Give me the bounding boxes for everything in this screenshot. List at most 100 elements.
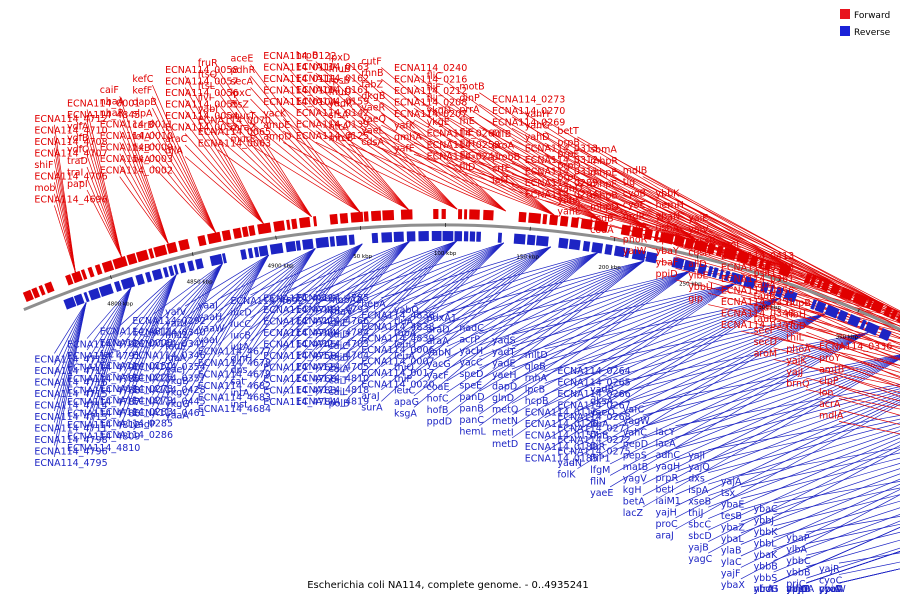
reverse-gene-segment	[83, 291, 90, 303]
gene-label: ECNA114_0268	[557, 412, 630, 423]
feature-connector-line	[773, 494, 900, 527]
forward-gene-segment	[80, 269, 88, 280]
gene-label: ybcH	[754, 584, 778, 595]
feature-connector-line	[446, 260, 645, 313]
reverse-gene-segment	[253, 246, 260, 258]
gene-label: caiD	[329, 329, 350, 340]
kbp-tick-label: 100 kbp	[434, 251, 457, 257]
reverse-gene-segment	[431, 230, 442, 242]
feature-connector-line	[479, 270, 691, 369]
gene-label: ECNA114_0375	[721, 263, 794, 274]
gene-label: ECNA114_4705	[296, 362, 369, 373]
gene-label: ECNA114_0052	[165, 123, 238, 134]
gene-label: fabZ	[361, 80, 383, 91]
kbp-tick-label: 200 kbp	[598, 265, 621, 271]
gene-label: yagC	[688, 554, 712, 565]
feature-connector-line	[773, 313, 900, 359]
gene-label: yajC	[786, 584, 807, 595]
gene-label: ECNA114_0003	[100, 154, 173, 165]
gene-label: prpD	[557, 160, 580, 171]
gene-label: yabI	[198, 104, 218, 115]
feature-connector-line	[86, 287, 132, 362]
feature-connector-line	[315, 118, 458, 210]
gene-label: fdfB	[492, 129, 511, 140]
kbp-ticks: 4800 kbp 4850 kbp 4900 kbp 50 kbp 100 kbp 150…	[107, 223, 860, 340]
feature-connector-line	[119, 107, 169, 244]
gene-label: hofC	[427, 394, 449, 405]
gene-label: hepA	[361, 299, 386, 310]
feature-connector-line	[152, 263, 223, 350]
gene-label: hupB	[786, 298, 811, 309]
gene-label: speD	[459, 369, 483, 380]
gene-label: amtB	[819, 364, 844, 375]
gene-label: ECNA114_4839	[361, 333, 434, 344]
gene-label: yajI	[688, 451, 705, 462]
gene-label: yadB	[590, 384, 614, 395]
gene-label: ECNA114_4798	[34, 435, 107, 446]
gene-label: thiJ	[688, 508, 703, 519]
feature-connector-line	[184, 254, 269, 399]
gene-label: ECNA114_0265	[557, 378, 630, 389]
feature-connector-line	[544, 177, 792, 268]
gene-label: aceE	[231, 53, 254, 64]
feature-connector-line	[152, 263, 223, 362]
feature-connector-line	[609, 332, 869, 476]
gene-label: mhpR	[590, 156, 618, 167]
legend-reverse-swatch	[840, 26, 850, 36]
forward-gene-segment	[528, 212, 542, 224]
gene-label: traI	[67, 167, 83, 178]
feature-connector-line	[381, 113, 555, 216]
gene-label: mhpE	[590, 168, 617, 179]
feature-connector-line	[348, 242, 504, 364]
gene-label: ECNA114_0312	[525, 155, 598, 166]
gene-label: yacF	[427, 371, 449, 382]
reverse-gene-segment	[476, 231, 482, 242]
gene-label: ECNA114_0054	[165, 111, 238, 122]
gene-label: ylbA	[786, 545, 807, 556]
reverse-gene-segment	[864, 321, 880, 336]
feature-connector-line	[184, 254, 269, 410]
gene-label: ECNA114_4785	[296, 293, 369, 304]
legend: Forward Reverse	[840, 9, 891, 38]
gene-label: priC	[786, 579, 806, 590]
reverse-gene-segment	[697, 263, 708, 275]
feature-connector-line	[152, 130, 216, 233]
gene-label: adhC	[656, 450, 681, 461]
feature-connector-line	[54, 302, 87, 446]
gene-label: ECNA114_0270	[492, 106, 565, 117]
feature-connector-line	[119, 274, 177, 372]
feature-connector-line	[413, 73, 603, 222]
feature-connector-line	[773, 526, 900, 584]
gene-label: hofB	[427, 405, 449, 416]
gene-label: mob	[34, 183, 55, 194]
kbp-tick-label: 4800 kbp	[107, 302, 133, 308]
gene-label: ECNA114_4836	[361, 310, 434, 321]
reverse-gene-segment	[463, 231, 469, 242]
forward-gene-segment	[883, 305, 893, 318]
feature-connector-line	[544, 297, 781, 396]
feature-connector-line	[413, 252, 598, 305]
forward-gene-segment	[820, 279, 831, 292]
kbp-tick-label: 4900 kbp	[268, 263, 294, 269]
feature-connector-line	[740, 296, 900, 350]
forward-gene-segment	[232, 227, 242, 239]
gene-label: fliD	[459, 162, 475, 173]
feature-connector-line	[838, 352, 900, 379]
gene-label: coaE	[427, 382, 450, 393]
gene-label: ECNA114_0126	[525, 419, 598, 430]
gene-label: yajH	[656, 507, 677, 518]
gene-label: prpB	[557, 137, 579, 148]
feature-connector-line	[511, 127, 745, 254]
gene-label: ybbK	[754, 527, 779, 538]
feature-connector-line	[152, 263, 223, 408]
gene-label: yaaH	[198, 312, 222, 323]
gene-label: ybaP	[786, 533, 809, 544]
feature-connector-line	[119, 165, 169, 244]
gene-label: ECNA114_0445	[132, 396, 205, 407]
gene-label: ECNA114_0260	[427, 129, 500, 140]
gene-label: ybbC	[786, 556, 811, 567]
gene-label: ECNA114_0001	[67, 98, 140, 109]
feature-connector-line	[217, 248, 316, 346]
feature-connector-line	[54, 170, 76, 273]
feature-connector-line	[577, 313, 825, 389]
